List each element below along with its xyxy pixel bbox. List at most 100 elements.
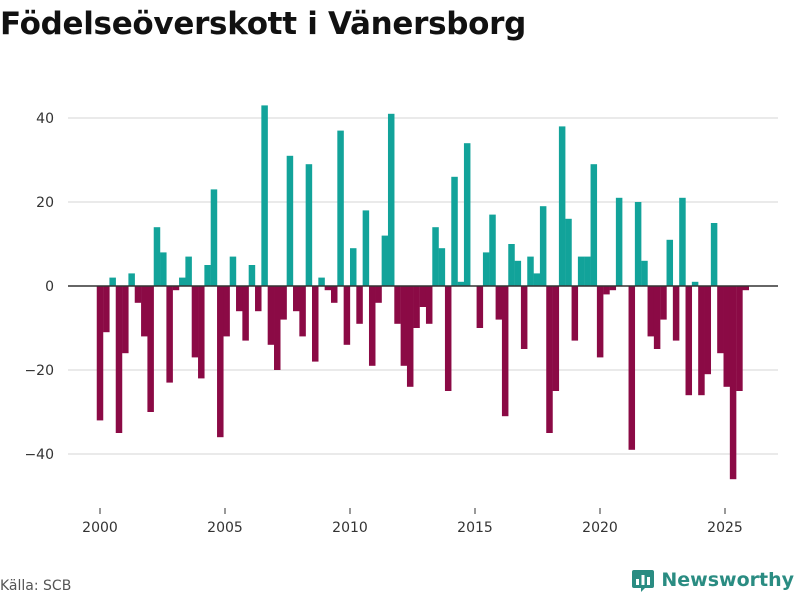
bar [444, 286, 452, 391]
y-axis-ticks: −40 −20 0 20 40 [24, 111, 54, 463]
bar [153, 227, 161, 286]
bar [96, 286, 104, 421]
bar [406, 286, 414, 387]
bar [603, 286, 610, 295]
bar [679, 197, 686, 286]
y-tick-label: −20 [24, 363, 54, 379]
bar [255, 286, 262, 312]
source-note: Källa: SCB [0, 578, 72, 594]
bar [609, 286, 617, 291]
bar [723, 286, 731, 387]
bar [185, 256, 192, 286]
bar [615, 197, 623, 286]
bar [647, 286, 655, 337]
bar [571, 286, 579, 341]
bar [128, 273, 135, 286]
bar [242, 286, 249, 341]
bar [172, 286, 180, 291]
bar [653, 286, 661, 349]
bar [280, 286, 287, 320]
bar [438, 248, 446, 286]
bar [210, 189, 218, 286]
bar [558, 126, 566, 287]
bar [229, 256, 237, 286]
bar [742, 286, 749, 291]
bar [349, 248, 357, 286]
bar [223, 286, 230, 337]
bar [520, 286, 528, 349]
bar [641, 260, 648, 286]
bar [318, 277, 325, 286]
bar [546, 286, 553, 433]
bars [96, 105, 749, 480]
bar [685, 286, 693, 396]
bar [736, 286, 743, 391]
bar [419, 286, 427, 307]
bar [660, 286, 667, 320]
bar [115, 286, 123, 433]
y-tick-label: 20 [36, 195, 54, 211]
bar [324, 286, 332, 291]
y-tick-label: 0 [45, 279, 54, 295]
bar [704, 286, 712, 375]
bar [596, 286, 604, 358]
x-axis-ticks: 2000 2005 2010 2015 2020 2025 [82, 508, 743, 536]
bar [267, 286, 275, 345]
bar [274, 286, 281, 370]
bar [198, 286, 205, 379]
bar [387, 113, 395, 286]
bar [432, 227, 439, 286]
bar [286, 155, 294, 286]
bar [729, 286, 737, 480]
bar [122, 286, 129, 354]
bar [293, 286, 300, 312]
bar [381, 235, 389, 286]
bar [501, 286, 509, 417]
bar [337, 130, 344, 286]
bar [672, 286, 680, 341]
bar [527, 256, 534, 286]
bar [375, 286, 382, 303]
bar [495, 286, 503, 320]
bar [248, 265, 256, 286]
bar [451, 176, 458, 286]
bar [330, 286, 338, 303]
bar [299, 286, 306, 337]
chart-title: Födelseöverskott i Vänersborg [0, 6, 527, 42]
bar [103, 286, 110, 333]
x-tick-label: 2010 [332, 520, 368, 536]
bar [514, 260, 522, 286]
bar [590, 164, 598, 286]
x-tick-label: 2005 [207, 520, 243, 536]
bar [482, 252, 490, 286]
bar [147, 286, 154, 412]
x-tick-label: 2025 [707, 520, 743, 536]
bar [634, 202, 642, 286]
bar [508, 244, 515, 286]
bar [539, 206, 547, 286]
bar [552, 286, 560, 391]
bar [710, 223, 718, 286]
bar [666, 239, 674, 286]
bar [236, 286, 243, 312]
bar [368, 286, 376, 366]
y-tick-label: −40 [24, 447, 54, 463]
bar [717, 286, 724, 354]
bar [628, 286, 636, 450]
bar [204, 265, 211, 286]
x-tick-label: 2000 [82, 520, 118, 536]
bar [160, 252, 167, 286]
bar [356, 286, 363, 324]
newsworthy-brand[interactable]: Newsworthy [631, 568, 794, 592]
bar [305, 164, 313, 286]
bar [691, 281, 699, 286]
bar [261, 105, 268, 287]
newsworthy-logo-icon [632, 570, 655, 592]
gridlines [68, 117, 778, 455]
bar [425, 286, 433, 324]
bar [413, 286, 420, 328]
bar [476, 286, 484, 328]
bar [489, 214, 496, 286]
x-tick-label: 2015 [457, 520, 493, 536]
